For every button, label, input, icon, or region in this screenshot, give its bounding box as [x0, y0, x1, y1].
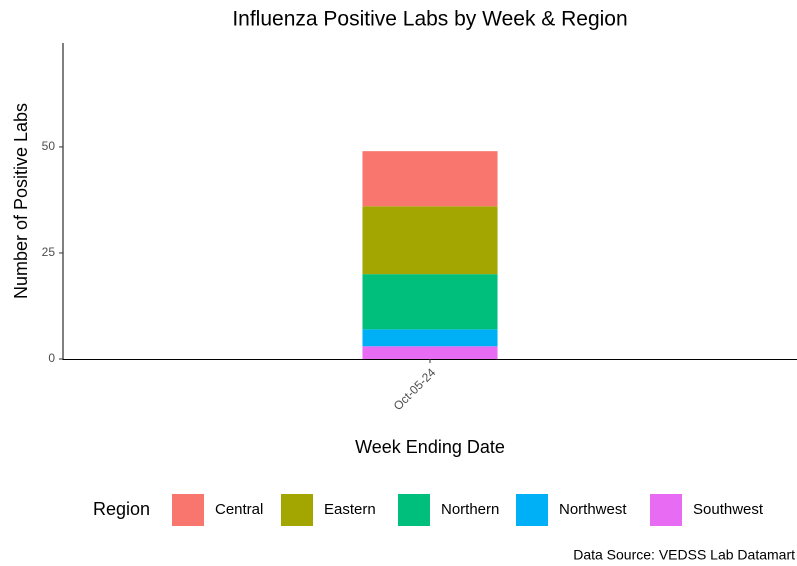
bar-segment: [362, 274, 498, 330]
y-tick-label: 25: [42, 245, 56, 259]
caption: Data Source: VEDSS Lab Datamart: [573, 547, 795, 563]
legend-label: Eastern: [324, 501, 376, 518]
legend-key: [281, 494, 313, 526]
legend-key: [650, 494, 682, 526]
legend-key: [398, 494, 430, 526]
legend-label: Northwest: [559, 501, 627, 518]
legend-title: Region: [93, 499, 150, 519]
chart-title: Influenza Positive Labs by Week & Region: [232, 8, 627, 31]
legend-label: Central: [215, 501, 263, 518]
x-tick-label: Oct-05-24: [391, 365, 439, 413]
y-tick-label: 0: [48, 351, 55, 365]
legend-key: [172, 494, 204, 526]
y-axis-title: Number of Positive Labs: [11, 103, 31, 299]
bar-segment: [362, 346, 498, 359]
legend-key: [516, 494, 548, 526]
bar-segment: [362, 329, 498, 347]
bar-segment: [362, 206, 498, 275]
x-axis-title: Week Ending Date: [355, 437, 505, 457]
bar-segment: [362, 151, 498, 207]
legend-label: Southwest: [693, 501, 764, 518]
y-tick-label: 50: [42, 139, 56, 153]
legend-label: Northern: [441, 501, 499, 518]
